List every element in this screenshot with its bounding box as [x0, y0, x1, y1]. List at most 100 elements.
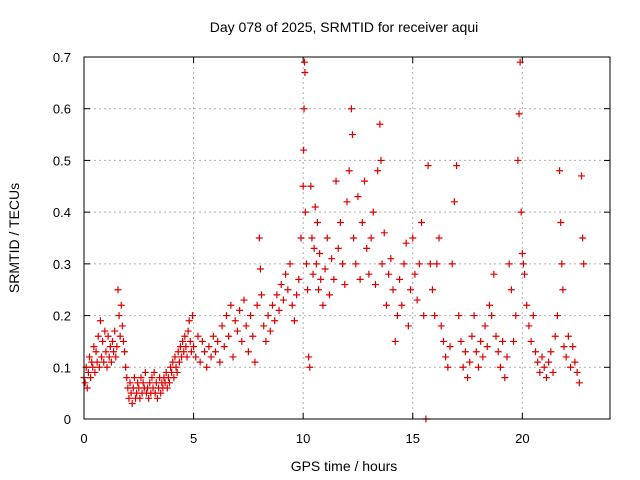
data-point: [352, 260, 360, 268]
data-point: [564, 332, 572, 340]
data-point: [507, 286, 515, 294]
data-point: [377, 156, 385, 164]
data-point: [525, 322, 533, 330]
data-point: [424, 162, 432, 170]
data-point: [413, 296, 421, 304]
data-point: [222, 312, 230, 320]
data-point: [139, 379, 147, 387]
data-point: [557, 218, 565, 226]
data-point: [523, 301, 531, 309]
data-point: [505, 260, 513, 268]
data-point: [102, 348, 110, 356]
data-point: [299, 182, 307, 190]
y-tick-label: 0.2: [53, 309, 71, 324]
data-point: [220, 343, 228, 351]
data-point: [556, 167, 564, 175]
data-point: [562, 353, 570, 361]
data-point: [301, 69, 309, 77]
data-point: [475, 363, 482, 371]
y-tick-label: 0: [64, 412, 71, 427]
data-point: [179, 337, 187, 345]
data-point: [279, 296, 287, 304]
data-point: [551, 332, 559, 340]
data-point: [98, 353, 106, 361]
data-point: [275, 306, 283, 314]
data-point: [301, 208, 309, 216]
data-point: [559, 286, 567, 294]
data-point: [428, 286, 436, 294]
data-point: [216, 358, 224, 366]
data-point: [111, 327, 119, 335]
data-point: [538, 353, 546, 361]
data-point: [293, 291, 301, 299]
data-point: [387, 255, 395, 263]
data-point: [84, 368, 92, 376]
x-tick-label: 20: [515, 431, 529, 446]
data-point: [407, 286, 415, 294]
data-point: [186, 337, 194, 345]
data-point: [325, 291, 333, 299]
data-point: [396, 275, 404, 283]
data-point: [534, 358, 542, 366]
data-point: [515, 110, 523, 118]
data-point: [382, 301, 390, 309]
data-point: [112, 353, 120, 361]
data-point: [123, 374, 131, 382]
y-tick-label: 0.5: [53, 153, 71, 168]
data-point: [348, 131, 356, 139]
data-point: [163, 384, 171, 392]
data-point: [380, 229, 388, 237]
data-point: [311, 203, 319, 211]
data-point: [125, 394, 133, 402]
data-point: [286, 260, 294, 268]
data-point: [415, 260, 423, 268]
data-point: [448, 260, 456, 268]
data-point: [91, 368, 99, 376]
data-point: [411, 270, 419, 278]
data-point: [578, 172, 586, 180]
data-point: [201, 348, 209, 356]
data-point: [172, 363, 180, 371]
data-point: [136, 394, 144, 402]
data-point: [560, 343, 568, 351]
data-point: [170, 374, 178, 382]
data-point: [122, 363, 130, 371]
data-point: [347, 105, 355, 113]
data-point: [450, 198, 458, 206]
data-point: [358, 218, 366, 226]
x-tick-label: 15: [406, 431, 420, 446]
data-point: [244, 348, 252, 356]
data-point: [312, 260, 320, 268]
data-point: [253, 301, 261, 309]
data-point: [297, 234, 305, 242]
data-point: [516, 58, 524, 66]
data-point: [472, 348, 480, 356]
data-point: [446, 343, 454, 351]
data-point: [580, 260, 588, 268]
data-point: [187, 348, 195, 356]
data-point: [494, 348, 502, 356]
data-point: [361, 177, 369, 185]
data-point: [369, 208, 377, 216]
data-point: [185, 317, 193, 325]
data-point: [437, 322, 445, 330]
data-point: [153, 394, 161, 402]
data-point: [490, 270, 498, 278]
data-point: [545, 358, 553, 366]
data-point: [501, 374, 509, 382]
data-point: [148, 374, 156, 382]
data-point: [188, 312, 196, 320]
data-point: [519, 260, 527, 268]
data-point: [300, 146, 308, 154]
data-point: [315, 286, 323, 294]
data-point: [420, 312, 428, 320]
data-point: [455, 312, 463, 320]
data-point: [150, 368, 158, 376]
plot-frame: [83, 56, 611, 420]
data-point: [236, 306, 244, 314]
data-point: [90, 343, 98, 351]
data-point: [531, 348, 539, 356]
data-point: [145, 394, 153, 402]
data-point: [483, 343, 491, 351]
